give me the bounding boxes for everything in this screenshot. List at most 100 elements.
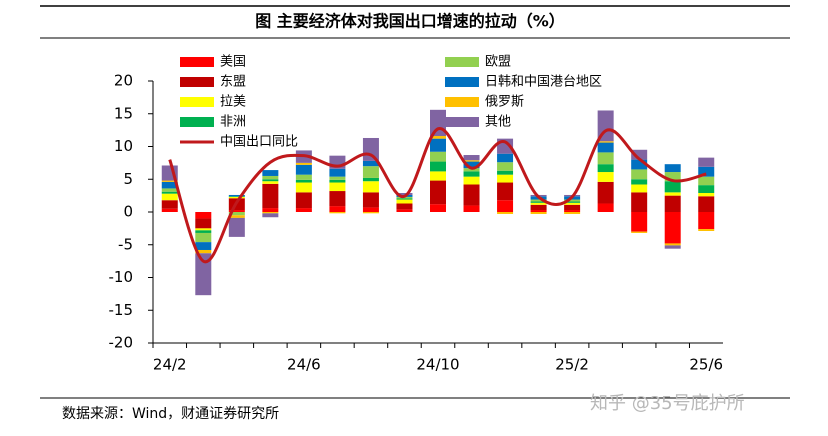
bar-segment — [262, 212, 279, 214]
bar-segment — [396, 199, 413, 204]
bar-segment — [161, 200, 178, 209]
bar-segment — [530, 204, 547, 211]
bar-segment — [396, 203, 413, 210]
bar-segment — [530, 212, 547, 214]
x-tick-label: 24/6 — [287, 356, 321, 374]
bar-segment — [262, 179, 279, 182]
bar-segment — [362, 160, 379, 167]
bar-segment — [161, 193, 178, 201]
bar-segment — [430, 136, 446, 139]
bar-segment — [564, 212, 581, 214]
bar-segment — [497, 200, 514, 212]
bar-segment — [228, 196, 245, 197]
watermark: 知乎 @35号庇护所 — [590, 393, 745, 414]
bar-segment — [329, 191, 346, 207]
bar-segment — [463, 161, 480, 169]
bar-segment — [597, 164, 614, 173]
bar-segment — [195, 253, 212, 296]
bar-segment — [430, 151, 446, 162]
bar-segment — [295, 182, 312, 193]
bar-segment — [362, 192, 379, 208]
bar-segment — [362, 177, 379, 182]
bar-segment — [530, 201, 547, 203]
bar-segment — [430, 204, 446, 212]
bar-segment — [362, 166, 379, 178]
bar-segment — [664, 181, 681, 193]
bar-segment — [631, 169, 648, 180]
bar-segment — [329, 179, 346, 183]
y-tick-label: 15 — [114, 104, 133, 122]
bar-segment — [497, 182, 514, 201]
bar-segment — [228, 212, 245, 216]
bar-segment — [195, 230, 212, 233]
bar-segment — [329, 206, 346, 212]
bar-segment — [430, 171, 446, 181]
chart-title: 图 主要经济体对我国出口增速的拉动（%） — [255, 12, 565, 31]
legend-swatch — [445, 77, 479, 87]
legend-label: 美国 — [220, 55, 246, 70]
bar-segment — [497, 174, 514, 183]
bar-segment — [664, 172, 681, 182]
bar-segment — [564, 204, 581, 211]
bar-segment — [396, 193, 413, 195]
legend-swatch — [180, 97, 214, 107]
bar-segment — [698, 212, 715, 230]
legend-swatch — [445, 117, 479, 127]
bar-segment — [262, 170, 279, 176]
bar-segment — [228, 210, 245, 212]
bar-segment — [195, 242, 212, 250]
bar-segment — [362, 181, 379, 193]
bar-segment — [597, 152, 614, 165]
bar-segment — [262, 181, 279, 184]
bar-segment — [262, 213, 279, 218]
bar-segment — [262, 175, 279, 180]
x-tick-label: 25/2 — [555, 356, 589, 374]
bar-segment — [195, 232, 212, 243]
legend-swatch — [180, 57, 214, 67]
bar-segment — [329, 168, 346, 177]
bar-segment — [698, 196, 715, 212]
legend-swatch — [180, 77, 214, 87]
bar-segment — [664, 243, 681, 246]
bar-segment — [463, 171, 480, 177]
legend-label: 日韩和中国港台地区 — [485, 75, 602, 90]
x-tick-label: 24/10 — [416, 356, 459, 374]
legend-swatch — [445, 97, 479, 107]
bar-segment — [329, 182, 346, 192]
bar-segment — [430, 161, 446, 172]
bar-segment — [631, 149, 648, 160]
bar-segment — [497, 153, 514, 163]
bar-segment — [262, 183, 279, 209]
bar-segment — [631, 179, 648, 185]
bar-segment — [631, 192, 648, 212]
bar-segment — [161, 188, 178, 192]
bar-segment — [631, 231, 648, 233]
legend-label: 其他 — [485, 115, 511, 130]
bar-segment — [430, 180, 446, 205]
legend-swatch — [180, 117, 214, 127]
bar-segment — [664, 245, 681, 249]
bar-segment — [664, 192, 681, 196]
legend-label: 拉美 — [220, 95, 246, 110]
y-tick-label: -10 — [109, 268, 134, 286]
source-note: 数据来源：Wind，财通证券研究所 — [62, 406, 279, 422]
y-tick-label: -20 — [109, 334, 134, 352]
y-tick-label: 20 — [114, 72, 133, 90]
line-series — [168, 127, 707, 264]
bar-segment — [430, 138, 446, 152]
y-tick-label: 0 — [123, 203, 133, 221]
bar-segment — [295, 162, 312, 165]
legend-swatch — [445, 57, 479, 67]
x-tick-label: 25/6 — [689, 356, 723, 374]
bar-segment — [497, 162, 514, 171]
bar-segment — [698, 166, 715, 177]
bar-segment — [530, 199, 547, 202]
x-tick-label: 24/2 — [153, 356, 187, 374]
bar-segment — [698, 176, 715, 186]
bar-segment — [664, 164, 681, 173]
bar-segment — [396, 198, 413, 200]
y-tick-label: 10 — [114, 137, 133, 155]
bar-segment — [564, 199, 581, 202]
